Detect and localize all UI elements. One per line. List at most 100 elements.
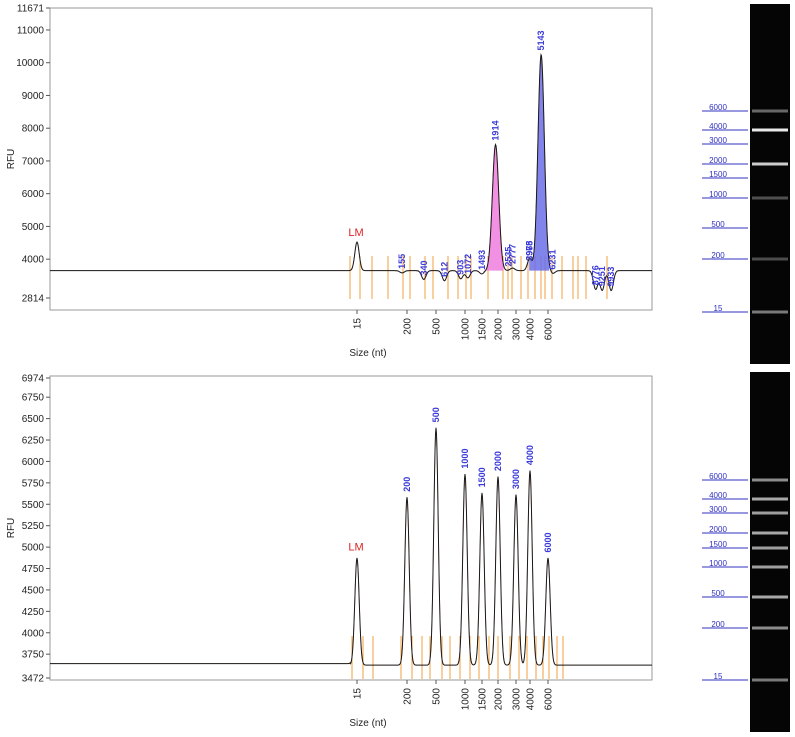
x-tick-label: 15	[353, 318, 364, 330]
ladder-size-label: 1000	[709, 190, 727, 199]
x-tick-label: 4000	[526, 318, 537, 341]
lower-marker-label: LM	[348, 542, 363, 554]
ladder-size-label: 2000	[709, 156, 727, 165]
plot-frame	[49, 375, 653, 681]
peak-size-label: 6000	[543, 532, 553, 552]
ladder-size-label: 1500	[709, 540, 727, 549]
y-tick-label: 5000	[22, 543, 45, 554]
gel-band	[752, 546, 788, 550]
peak-size-label: 3965	[525, 241, 535, 261]
gel-band	[752, 162, 788, 166]
lower-marker-label: LM	[348, 227, 363, 239]
x-tick-label: 1000	[461, 688, 472, 711]
x-tick-label: 1500	[478, 688, 489, 711]
gel-band	[752, 626, 788, 630]
x-tick-label: 500	[432, 318, 443, 335]
y-tick-label: 11671	[17, 4, 45, 15]
x-tick-label: 15	[353, 688, 364, 700]
ladder-size-label: 200	[711, 620, 725, 629]
ladder-size-label: 6000	[709, 103, 727, 112]
ladder-size-label: 4000	[709, 122, 727, 131]
peak-size-label: 4000	[525, 445, 535, 465]
panel-1: 2814 4000 5000 6000 7000 8000 9000 10000 11000 11…	[6, 4, 653, 359]
y-tick-label: 7000	[22, 156, 45, 167]
x-tick-label: 6000	[544, 318, 555, 341]
gel-band	[752, 310, 788, 314]
y-tick-label: 11000	[17, 25, 45, 36]
x-tick-label: 3000	[512, 688, 523, 711]
peak-size-label: 3978	[525, 241, 535, 261]
panel-2: 3472 3750 4000 4250 4500 4750 5000 5250 5500 5750…	[6, 374, 653, 729]
y-axis-label: RFU	[6, 149, 17, 170]
peak-size-label: 903	[456, 260, 466, 275]
ladder-size-label: 2000	[709, 525, 727, 534]
gel-band	[752, 595, 788, 599]
ladder-size-label: 3000	[709, 505, 727, 514]
x-axis-label: Size (nt)	[349, 718, 386, 729]
x-tick-label: 1000	[461, 318, 472, 341]
peak-size-label: 612	[439, 262, 449, 277]
x-tick-label: 6000	[544, 688, 555, 711]
peak-size-label: 2000	[493, 451, 503, 471]
x-tick-label: 4000	[526, 688, 537, 711]
y-tick-label: 3750	[22, 650, 45, 661]
y-tick-label: 6000	[22, 457, 45, 468]
gel-lane-2: 6000 4000 3000 2000 1500 1000 500 200 15	[702, 372, 790, 732]
y-tick-label: 8000	[22, 124, 45, 135]
peak-size-label: 1072	[463, 254, 473, 274]
gel-band	[752, 257, 788, 261]
y-tick-label: 6000	[22, 189, 45, 200]
y-tick-label: 3472	[22, 674, 45, 685]
x-tick-label: 200	[403, 688, 414, 705]
gel-band	[752, 531, 788, 535]
ladder-size-label: 15	[714, 304, 723, 313]
y-tick-label: 5000	[22, 222, 45, 233]
y-tick-label: 5250	[22, 521, 45, 532]
peak-size-label: 9251	[597, 266, 607, 286]
peak-size-label: 2535	[504, 247, 514, 267]
peak-size-label: 9933	[606, 267, 616, 287]
ladder-size-label: 3000	[709, 136, 727, 145]
ladder-size-label: 4000	[709, 491, 727, 500]
filled-peak-area	[529, 54, 550, 271]
x-tick-label: 2000	[494, 318, 505, 341]
gel-band	[752, 109, 788, 113]
gel-band	[752, 678, 788, 682]
peak-size-label: 1000	[460, 449, 470, 469]
ladder-size-label: 15	[714, 672, 723, 681]
y-tick-label: 10000	[16, 58, 44, 69]
gel-band	[752, 497, 788, 501]
y-tick-label: 9000	[22, 91, 45, 102]
gel-band	[752, 565, 788, 569]
gel-band	[752, 511, 788, 515]
y-tick-label: 2814	[22, 294, 45, 305]
x-axis-label: Size (nt)	[349, 348, 386, 359]
y-tick-label: 6500	[22, 414, 45, 425]
trace-line	[50, 53, 652, 292]
y-tick-label: 6974	[22, 374, 45, 385]
ladder-size-label: 1500	[709, 170, 727, 179]
peak-size-label: 2777	[508, 244, 518, 264]
peak-size-label: 1500	[477, 467, 487, 487]
ladder-size-label: 6000	[709, 472, 727, 481]
x-tick-label: 1500	[478, 318, 489, 341]
y-tick-label: 4250	[22, 607, 45, 618]
y-tick-label: 4750	[22, 564, 45, 575]
peak-size-label: 340	[419, 260, 429, 275]
y-tick-label: 5500	[22, 500, 45, 511]
y-axis-label: RFU	[6, 518, 17, 539]
gel-band	[752, 478, 788, 482]
gel-lane-1: 6000 4000 3000 2000 1500 1000 500 200 15	[702, 4, 790, 364]
peak-size-label: 5143	[536, 30, 546, 50]
peak-size-label: 6231	[548, 250, 558, 270]
x-tick-label: 200	[403, 318, 414, 335]
filled-peak-area	[483, 144, 504, 273]
ladder-size-label: 500	[711, 220, 725, 229]
y-tick-label: 4500	[22, 585, 45, 596]
peak-size-label: 3000	[511, 469, 521, 489]
y-tick-label: 4000	[22, 628, 45, 639]
trace-line	[50, 427, 652, 666]
peak-size-label: 1493	[477, 250, 487, 270]
y-tick-label: 6750	[22, 393, 45, 404]
